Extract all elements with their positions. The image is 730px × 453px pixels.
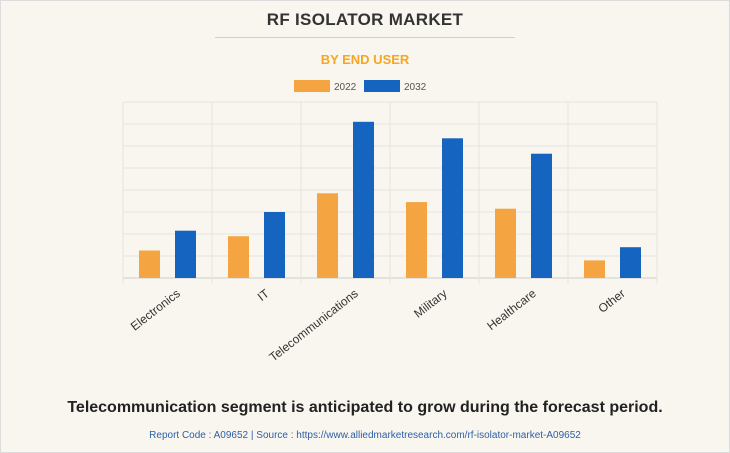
legend-label-2022: 2022 xyxy=(334,82,357,93)
source-footer: Report Code : A09652 | Source : https://… xyxy=(149,430,581,441)
bar-2032-electronics xyxy=(175,230,196,278)
bar-2022-telecommunications xyxy=(317,193,338,278)
bar-2022-it xyxy=(228,236,249,278)
title-divider xyxy=(215,37,515,38)
bar-2022-healthcare xyxy=(495,208,516,278)
bar-2022-electronics xyxy=(139,250,160,278)
bar-2032-it xyxy=(264,212,285,278)
bar-2022-other xyxy=(584,260,605,278)
legend-swatch-2032 xyxy=(364,80,400,92)
legend-swatch-2022 xyxy=(294,80,330,92)
bar-2032-telecommunications xyxy=(353,121,374,278)
x-tick-label: Electronics xyxy=(128,286,183,333)
bar-2022-military xyxy=(406,202,427,278)
x-tick-label: IT xyxy=(255,286,273,304)
x-tick-label: Other xyxy=(595,286,627,316)
x-tick-label: Telecommunications xyxy=(266,286,360,364)
chart-subtitle: BY END USER xyxy=(320,52,410,67)
x-tick-label: Healthcare xyxy=(484,286,539,333)
chart-caption: Telecommunication segment is anticipated… xyxy=(67,399,663,416)
legend-label-2032: 2032 xyxy=(404,82,427,93)
chart-title: RF ISOLATOR MARKET xyxy=(266,10,464,29)
bar-2032-military xyxy=(442,138,463,278)
x-tick-label: Military xyxy=(411,286,450,320)
bar-2032-other xyxy=(620,247,641,278)
bar-2032-healthcare xyxy=(531,153,552,278)
